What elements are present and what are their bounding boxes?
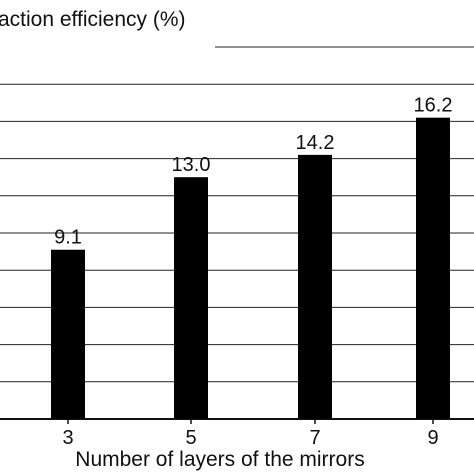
data-label: 14.2 (296, 132, 335, 154)
x-axis-label: Number of layers of the mirrors (75, 448, 364, 471)
bars: 9.1 13.0 14.2 16.2 (51, 95, 453, 420)
x-tick-label: 7 (309, 427, 320, 449)
bar-5 (174, 177, 208, 419)
x-tick-label: 5 (185, 427, 196, 449)
x-tick-label: 9 (427, 427, 438, 449)
data-label: 9.1 (54, 227, 82, 249)
chart-title: action efficiency (%) (0, 8, 186, 31)
data-label: 13.0 (172, 154, 211, 176)
x-tick-label: 3 (62, 427, 73, 449)
x-tick-labels: 3 5 7 9 (62, 419, 439, 449)
bar-9 (416, 117, 450, 420)
bar-3 (51, 249, 85, 419)
bar-7 (298, 154, 332, 419)
data-label: 16.2 (414, 95, 453, 117)
